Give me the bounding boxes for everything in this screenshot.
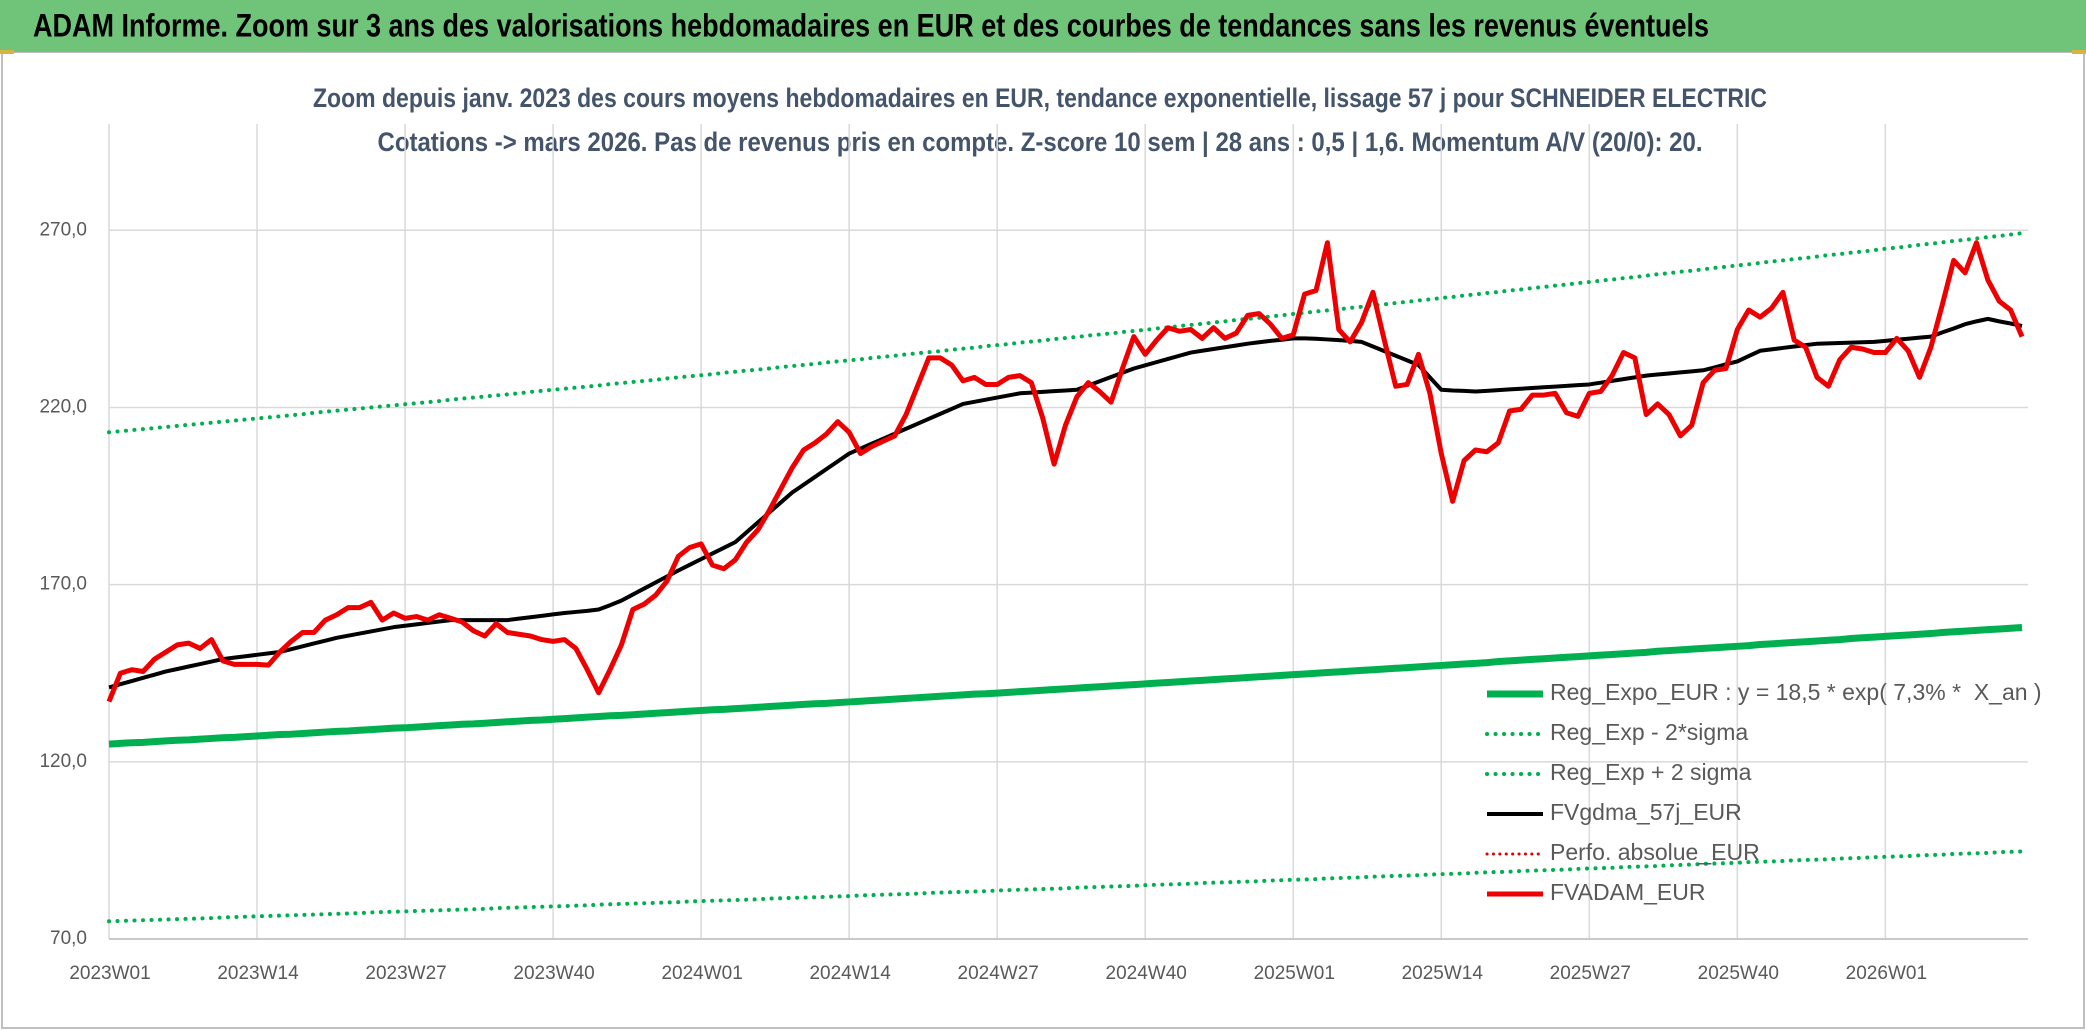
series-line — [107, 231, 2024, 435]
x-tick-label: 2025W40 — [1698, 963, 1779, 984]
legend-label: Reg_Exp - 2*sigma — [1550, 719, 1748, 745]
x-tick-label: 2023W27 — [365, 963, 446, 984]
x-tick-label: 2023W14 — [217, 963, 299, 984]
header-bar — [0, 0, 2086, 52]
y-tick-label: 120,0 — [39, 751, 87, 772]
x-tick-label: 2023W40 — [513, 963, 594, 984]
x-tick-label: 2024W14 — [809, 963, 891, 984]
legend-label: FVgdma_57j_EUR — [1550, 799, 1742, 825]
x-tick-label: 2025W14 — [1402, 963, 1484, 984]
x-tick-label: 2024W27 — [958, 963, 1039, 984]
y-tick-label: 270,0 — [39, 219, 87, 240]
legend-label: FVADAM_EUR — [1550, 879, 1706, 905]
header-corner — [0, 50, 14, 54]
x-tick-label: 2024W01 — [661, 963, 742, 984]
chart-subtitle: Zoom depuis janv. 2023 des cours moyens … — [313, 83, 1767, 113]
x-tick-label: 2025W27 — [1550, 963, 1631, 984]
x-tick-label: 2026W01 — [1846, 963, 1927, 984]
series-line — [108, 624, 2023, 748]
header-corner — [2072, 50, 2086, 54]
legend: Reg_Expo_EUR : y = 18,5 * exp( 7,3% * X_… — [1485, 679, 2042, 905]
y-tick-label: 70,0 — [50, 928, 87, 949]
chart-subtitle: Cotations -> mars 2026. Pas de revenus p… — [378, 127, 1703, 157]
plot — [106, 231, 2025, 924]
series-line — [108, 316, 2023, 690]
x-tick-label: 2025W01 — [1254, 963, 1335, 984]
grid: 70,0 120,0 170,0 220,0 270,0 2023W01 2023W14 20… — [39, 124, 2028, 984]
legend-label: Reg_Expo_EUR : y = 18,5 * exp( 7,3% * X_… — [1550, 679, 2042, 705]
y-tick-label: 170,0 — [39, 574, 87, 595]
x-tick-label: 2024W40 — [1106, 963, 1187, 984]
legend-label: Perfo. absolue_EUR — [1550, 839, 1760, 865]
chart-title: ADAM Informe. Zoom sur 3 ans des valoris… — [33, 7, 1709, 43]
y-tick-label: 220,0 — [39, 396, 87, 417]
series-line — [106, 240, 2025, 703]
legend-label: Reg_Exp + 2 sigma — [1550, 759, 1752, 785]
x-tick-label: 2023W01 — [69, 963, 150, 984]
